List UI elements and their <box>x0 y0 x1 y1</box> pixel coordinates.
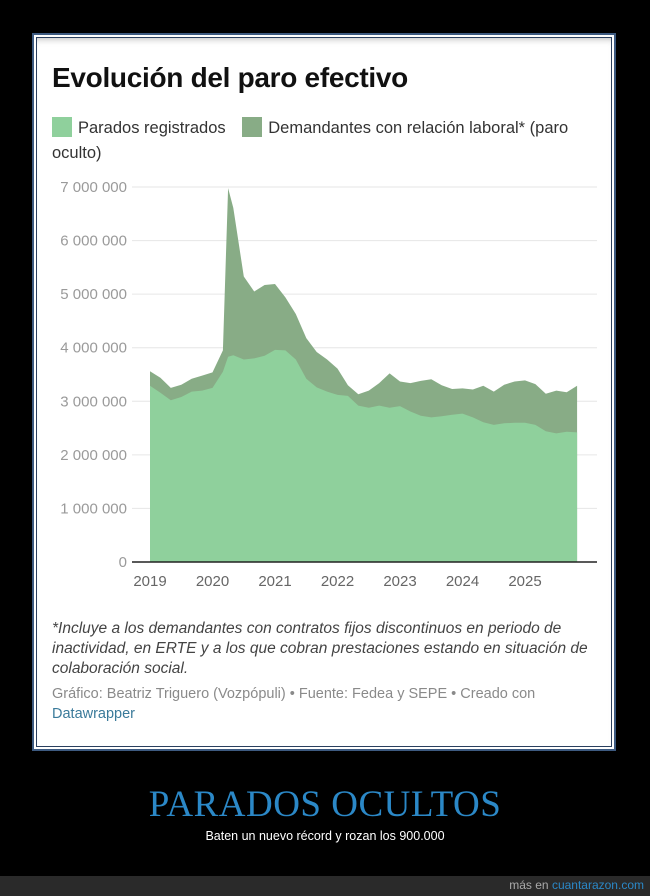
svg-text:4 000 000: 4 000 000 <box>60 340 127 357</box>
svg-text:1 000 000: 1 000 000 <box>60 500 127 517</box>
svg-text:2 000 000: 2 000 000 <box>60 447 127 464</box>
footer-prefix: más en <box>509 878 549 892</box>
svg-text:6 000 000: 6 000 000 <box>60 233 127 250</box>
credit-text: Gráfico: Beatriz Triguero (Vozpópuli) • … <box>52 686 536 702</box>
legend-swatch-parados <box>52 117 72 137</box>
chart-footnote: *Incluye a los demandantes con contratos… <box>52 620 588 677</box>
svg-text:0: 0 <box>119 554 127 571</box>
footer-site-link[interactable]: cuantarazon.com <box>551 878 644 892</box>
svg-text:2024: 2024 <box>446 573 479 590</box>
chart-credit: Gráfico: Beatriz Triguero (Vozpópuli) • … <box>52 684 592 724</box>
chart-title: Evolución del paro efectivo <box>52 62 408 93</box>
footer-bar: más en cuantarazon.com <box>0 876 650 896</box>
y-axis-ticks: 7 000 000 6 000 000 5 000 000 4 000 000 3 00… <box>60 179 127 571</box>
x-axis-ticks: 2019 2020 2021 2022 2023 2024 2025 <box>133 573 541 590</box>
svg-text:2022: 2022 <box>321 573 354 590</box>
svg-text:2023: 2023 <box>383 573 416 590</box>
area-chart: 7 000 000 6 000 000 5 000 000 4 000 000 3 00… <box>60 179 597 590</box>
legend-label-demandantes: Demandantes con relación laboral* (paro … <box>52 119 569 162</box>
svg-text:2021: 2021 <box>258 573 291 590</box>
svg-text:2025: 2025 <box>508 573 541 590</box>
datawrapper-link[interactable]: Datawrapper <box>52 706 136 722</box>
svg-text:5 000 000: 5 000 000 <box>60 286 127 303</box>
legend-item-demandantes: Demandantes con relación laboral* (paro … <box>52 117 569 162</box>
caption-title: PARADOS OCULTOS <box>148 784 502 825</box>
legend-item-parados: Parados registrados <box>52 117 226 137</box>
svg-text:7 000 000: 7 000 000 <box>60 179 127 196</box>
svg-text:3 000 000: 3 000 000 <box>60 393 127 410</box>
svg-text:2019: 2019 <box>133 573 166 590</box>
legend-label-parados: Parados registrados <box>78 119 226 137</box>
svg-text:2020: 2020 <box>196 573 229 590</box>
chart-legend: Parados registrados Demandantes con rela… <box>52 116 597 166</box>
area-parados <box>150 349 578 562</box>
footer-text: más en cuantarazon.com <box>509 878 644 892</box>
caption-subtitle: Baten un nuevo récord y rozan los 900.00… <box>205 829 445 843</box>
legend-swatch-demandantes <box>242 117 263 137</box>
